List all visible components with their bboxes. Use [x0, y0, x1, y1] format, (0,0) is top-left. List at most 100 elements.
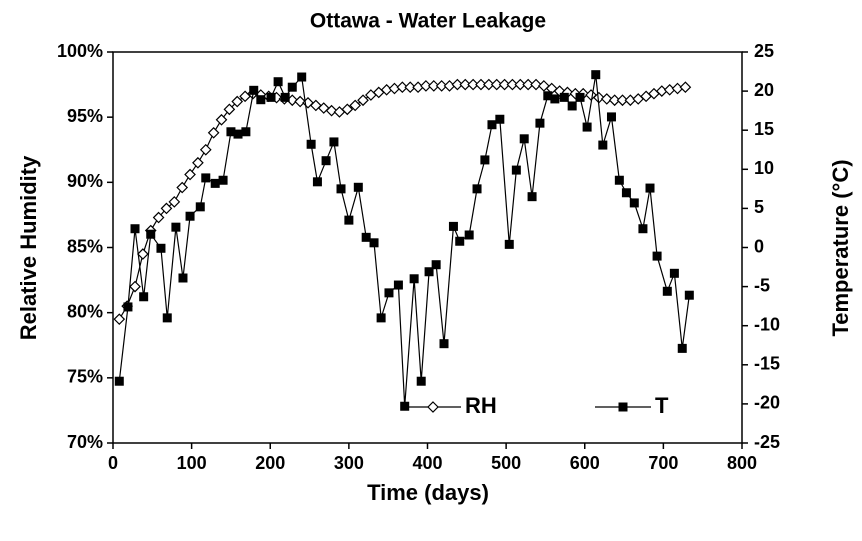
marker	[514, 78, 527, 91]
x-tick-label: 0	[108, 453, 118, 473]
marker	[495, 114, 505, 124]
marker	[325, 104, 338, 117]
marker	[455, 236, 465, 246]
marker	[336, 184, 346, 194]
marker	[226, 127, 236, 137]
y2-tick-label: 10	[754, 158, 774, 178]
chart-title: Ottawa - Water Leakage	[310, 10, 546, 33]
x-tick-label: 300	[334, 453, 364, 473]
marker	[369, 238, 379, 248]
legend-label: T	[655, 393, 669, 418]
marker	[184, 168, 196, 181]
legend-marker	[427, 401, 439, 413]
marker	[677, 343, 687, 353]
x-tick-label: 600	[570, 453, 600, 473]
marker	[231, 95, 244, 108]
marker	[480, 155, 490, 165]
marker	[451, 78, 464, 91]
marker	[361, 232, 371, 242]
marker	[215, 113, 228, 126]
x-tick-label: 500	[491, 453, 521, 473]
y2-tick-label: 15	[754, 119, 774, 139]
marker	[409, 274, 419, 284]
marker	[223, 103, 236, 116]
marker	[280, 92, 290, 102]
y2-tick-label: -15	[754, 354, 780, 374]
marker	[312, 177, 322, 187]
y-tick-label: 70%	[67, 432, 103, 452]
marker	[550, 94, 560, 104]
marker	[329, 137, 339, 147]
marker	[404, 81, 417, 94]
y2-axis-title: Temperature (°C)	[828, 159, 853, 336]
marker	[606, 112, 616, 122]
y-tick-label: 95%	[67, 106, 103, 126]
marker	[185, 211, 195, 221]
y-tick-label: 90%	[67, 171, 103, 191]
marker	[472, 184, 482, 194]
marker	[621, 188, 631, 198]
marker	[616, 94, 629, 107]
marker	[139, 292, 149, 302]
y2-tick-label: -5	[754, 275, 770, 295]
marker	[435, 80, 448, 92]
y2-tick-label: 0	[754, 236, 764, 256]
marker	[490, 78, 503, 91]
y2-tick-label: 20	[754, 80, 774, 100]
x-axis-title: Time (days)	[367, 480, 489, 505]
marker	[511, 165, 521, 175]
marker	[608, 94, 621, 107]
marker	[310, 99, 322, 112]
marker	[233, 129, 243, 139]
marker	[543, 91, 553, 101]
marker	[176, 181, 189, 194]
plot-frame	[112, 51, 743, 444]
y2-tick-label: -25	[754, 432, 780, 452]
x-tick-label: 700	[648, 453, 678, 473]
marker	[504, 239, 514, 249]
marker	[171, 222, 181, 232]
marker	[662, 286, 672, 296]
y2-tick-label: 25	[754, 41, 774, 61]
legend-marker	[618, 402, 628, 412]
marker	[638, 224, 648, 234]
marker	[569, 87, 582, 100]
marker	[357, 94, 369, 107]
marker	[353, 182, 363, 192]
marker	[130, 224, 140, 234]
marker	[591, 70, 601, 80]
y2-tick-label: 5	[754, 197, 764, 217]
marker	[396, 81, 409, 94]
marker	[679, 81, 692, 94]
marker	[420, 80, 432, 92]
marker	[146, 229, 156, 239]
marker	[400, 401, 410, 411]
marker	[266, 92, 276, 102]
marker	[629, 198, 639, 208]
marker	[598, 140, 608, 150]
marker	[527, 192, 537, 202]
marker	[498, 78, 511, 91]
marker	[652, 251, 662, 261]
y2-tick-label: -20	[754, 393, 780, 413]
marker	[559, 92, 569, 102]
marker	[575, 92, 585, 102]
marker	[297, 72, 307, 82]
marker	[506, 78, 519, 91]
marker	[341, 103, 354, 116]
marker	[249, 85, 259, 95]
marker	[344, 215, 354, 225]
marker	[475, 78, 487, 91]
y-tick-label: 75%	[67, 367, 103, 387]
marker	[273, 77, 283, 87]
marker	[535, 118, 545, 128]
marker	[384, 288, 394, 298]
marker	[294, 95, 306, 108]
marker	[195, 202, 205, 212]
marker	[156, 243, 166, 253]
x-tick-label: 100	[177, 453, 207, 473]
y-tick-label: 80%	[67, 301, 103, 321]
marker	[192, 156, 204, 169]
marker	[349, 99, 362, 112]
